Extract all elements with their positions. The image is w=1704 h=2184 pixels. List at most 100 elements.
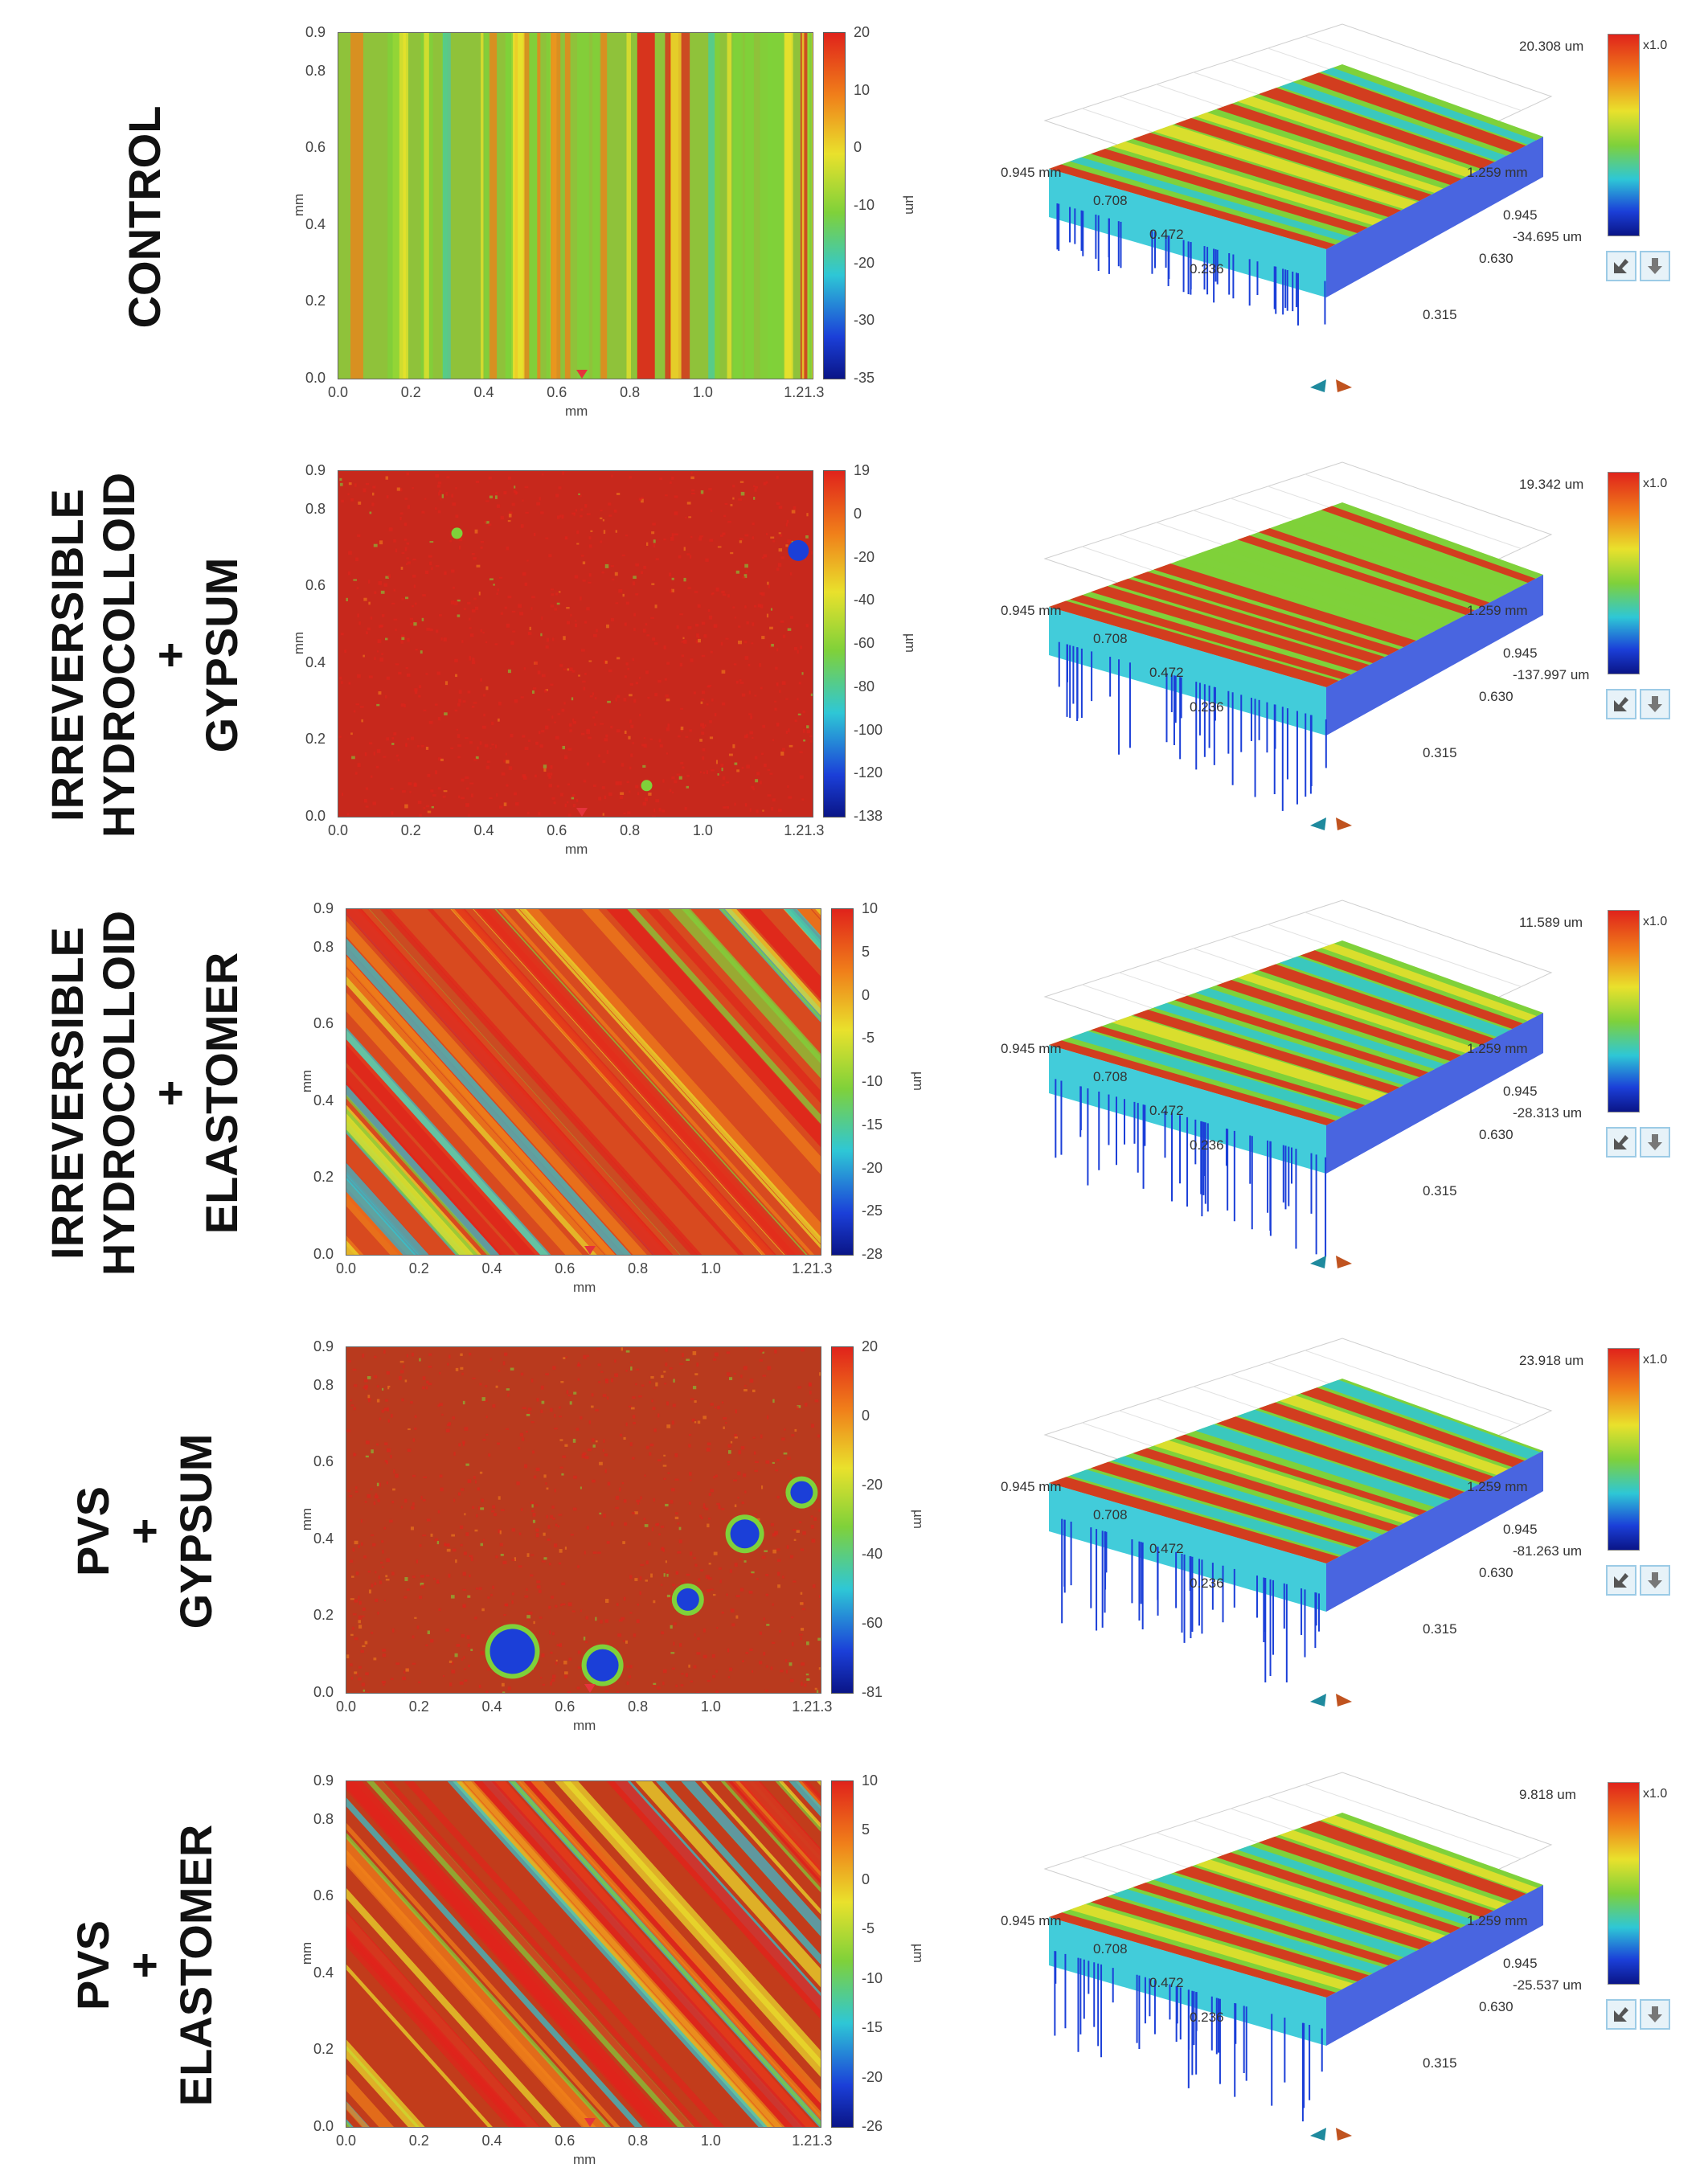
zoom-button[interactable] [1606, 1127, 1636, 1158]
surface-3d-view [1043, 899, 1553, 1268]
arrow-down-icon [1648, 258, 1662, 274]
x-axis-title: mm [573, 2152, 596, 2167]
surface-ridge [1133, 133, 1402, 217]
colorbar-tick-label: 10 [862, 1772, 879, 1789]
x-tick-label: 0.0 [336, 1698, 357, 1715]
arrow-down-icon [1648, 1134, 1662, 1150]
surface-ridge [1279, 82, 1507, 161]
surface-side-wall [1326, 1885, 1543, 2046]
download-button[interactable] [1640, 1565, 1670, 1596]
x-axis-3d-label: 0.945 [1503, 1956, 1538, 1971]
zoom-button[interactable] [1606, 1565, 1636, 1596]
row-label-line: + [119, 1518, 170, 1545]
surface-ridge [1174, 995, 1429, 1077]
y-tick-label: 0.9 [313, 1338, 334, 1354]
surface-ridge [1174, 117, 1432, 201]
y-tick-label: 0.4 [313, 1092, 334, 1108]
rotate-left-arrow [1310, 1256, 1326, 1268]
surface-ridge [1195, 112, 1444, 193]
x-axis-3d-label: 1.259 mm [1467, 1479, 1528, 1494]
grid-line [1305, 35, 1522, 111]
zoom-button[interactable] [1606, 689, 1636, 719]
surface-ridge [1112, 1015, 1387, 1101]
surface-ridge [1300, 1387, 1525, 1467]
download-button[interactable] [1640, 1999, 1670, 2030]
max-height-readout: 20.308 um [1519, 39, 1584, 54]
z-scale-label: x1.0 [1643, 1353, 1668, 1367]
colorbar-tick-label: -20 [854, 548, 875, 565]
arrow-left-icon [1614, 1135, 1628, 1149]
min-height-readout: -28.313 um [1513, 1105, 1582, 1121]
y-axis-3d-label: 0.945 mm [1001, 1479, 1062, 1494]
x-axis-3d-label: 0.945 [1503, 1522, 1538, 1537]
colorbar-tick-label: -81 [862, 1684, 883, 1700]
colorbar-unit: µm [902, 195, 918, 215]
y-tick-label: 0.4 [305, 215, 326, 232]
colorbar-3d [1608, 910, 1640, 1112]
rotate-right-arrow [1336, 1256, 1352, 1268]
colorbar-tick-label: -40 [862, 1546, 883, 1562]
download-button[interactable] [1640, 1127, 1670, 1158]
y-tick-label: 0.0 [305, 370, 326, 386]
colorbar-tick-label: -120 [854, 764, 883, 781]
y-axis-3d-label: 0.708 [1093, 1069, 1128, 1084]
row-label: IRREVERSIBLE HYDROCOLLOID + GYPSUM [0, 438, 289, 872]
surface-ridge [1258, 1402, 1494, 1483]
y-axis-3d-label: 0.945 mm [1001, 1913, 1062, 1928]
x-tick-label: 1.21.3 [784, 822, 825, 838]
arrow-left-icon [1614, 259, 1628, 273]
colorbar-3d [1608, 1782, 1640, 1985]
row-label-line: HYDROCOLLOID [93, 910, 144, 1276]
y-axis-3d-label: 0.236 [1190, 261, 1224, 277]
x-axis-3d-label: 0.630 [1479, 689, 1514, 704]
y-tick-label: 0.6 [313, 1453, 334, 1470]
surface-ridge [1300, 1821, 1526, 1901]
y-tick-label: 0.8 [313, 938, 334, 955]
x-tick-label: 1.21.3 [792, 2133, 833, 2149]
y-axis-title: mm [299, 1941, 315, 1965]
x-tick-label: 0.8 [620, 384, 641, 400]
x-axis-title: mm [565, 404, 588, 419]
surface-ridge [1070, 595, 1351, 679]
row-label: CONTROL [0, 0, 289, 434]
download-button[interactable] [1640, 251, 1670, 281]
surface-ridge [1091, 586, 1370, 671]
figure-row: CONTROL 0.0 0.2 0.4 0.6 0.8 0.9 0.0 0.2 0.4 0.6 0.8… [0, 0, 1704, 434]
download-button[interactable] [1640, 689, 1670, 719]
x-axis-3d-label: 0.945 [1503, 645, 1538, 661]
surface-ridge [1153, 1440, 1415, 1523]
surface-ridge [1091, 1896, 1370, 1981]
surface-ridge [1237, 1846, 1475, 1925]
colorbar-tick-label: -60 [854, 635, 875, 651]
surface-ridge [1258, 964, 1494, 1045]
grid-line [1305, 1350, 1522, 1425]
colorbar-tick-label: -25 [862, 1203, 883, 1219]
colorbar-unit: µm [910, 1944, 926, 1963]
colorbar-tick-label: -5 [862, 1920, 875, 1937]
zoom-button[interactable] [1606, 251, 1636, 281]
surface-ridge [1049, 1040, 1336, 1125]
colorbar-tick-label: -20 [862, 1477, 883, 1493]
profile-marker-bottom [584, 2118, 596, 2127]
colorbar-tick-label: -60 [862, 1615, 883, 1631]
profile-marker-bottom [576, 808, 588, 817]
x-axis-3d-label: 1.259 mm [1467, 1041, 1528, 1056]
y-tick-label: 0.8 [305, 62, 326, 79]
x-axis-title: mm [565, 842, 588, 857]
colorbar-tick-label: -20 [854, 254, 875, 271]
surface-3d-view [1043, 461, 1553, 830]
x-axis-3d-label: 0.630 [1479, 1127, 1514, 1142]
x-tick-label: 0.8 [620, 822, 641, 838]
colorbar-3d [1608, 34, 1640, 236]
x-tick-label: 0.4 [481, 2133, 502, 2149]
y-tick-label: 0.4 [305, 654, 326, 670]
colorbar-tick-label: -138 [854, 808, 883, 824]
surface-ridge [1321, 1379, 1541, 1459]
row-label: PVS + GYPSUM [0, 1314, 289, 1748]
surface-ridge [1091, 1026, 1366, 1109]
zoom-button[interactable] [1606, 1999, 1636, 2030]
surface-ridge [1300, 512, 1523, 591]
rotate-left-arrow [1310, 1694, 1326, 1707]
x-axis-3d-label: 0.945 [1503, 1084, 1538, 1099]
surface-ridge [1237, 96, 1477, 177]
